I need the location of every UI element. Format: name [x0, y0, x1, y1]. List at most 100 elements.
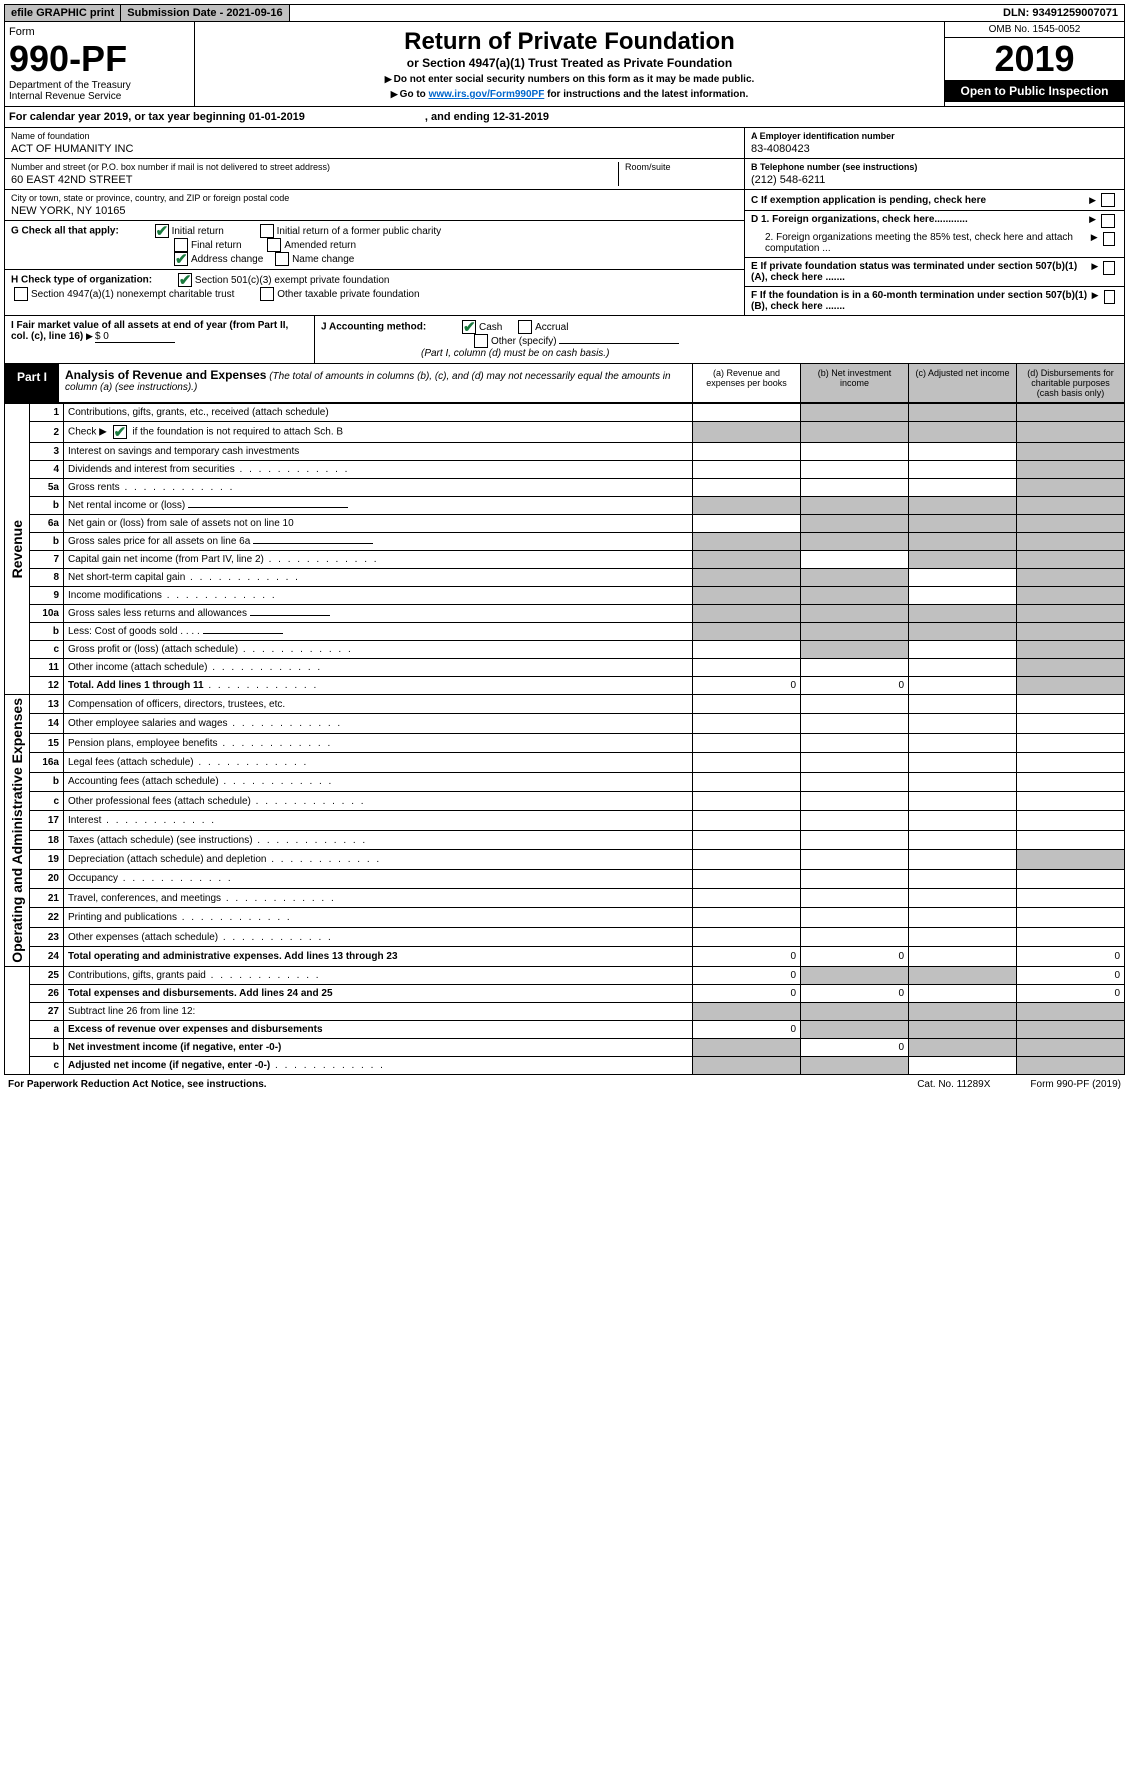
room-label: Room/suite: [625, 162, 738, 172]
col-b-header: (b) Net investment income: [800, 364, 908, 402]
phone-label: B Telephone number (see instructions): [751, 162, 917, 172]
cal-year-begin: For calendar year 2019, or tax year begi…: [9, 111, 305, 123]
initial-return-former-checkbox[interactable]: [260, 224, 274, 238]
row-6a: Net gain or (loss) from sale of assets n…: [64, 515, 693, 533]
row-2: Check ▶ if the foundation is not require…: [64, 422, 693, 443]
name-label: Name of foundation: [11, 131, 738, 141]
val-26a: 0: [693, 984, 801, 1002]
accrual-checkbox[interactable]: [518, 320, 532, 334]
initial-return-checkbox[interactable]: [155, 224, 169, 238]
row-18: Taxes (attach schedule) (see instruction…: [64, 830, 693, 849]
cash-checkbox[interactable]: [462, 320, 476, 334]
g-label: G Check all that apply:: [11, 226, 119, 237]
j-note: (Part I, column (d) must be on cash basi…: [421, 348, 609, 359]
501c3-checkbox[interactable]: [178, 273, 192, 287]
row-20: Occupancy: [64, 869, 693, 888]
calendar-year-row: For calendar year 2019, or tax year begi…: [4, 107, 1125, 128]
row-19: Depreciation (attach schedule) and deple…: [64, 850, 693, 869]
efile-print-button[interactable]: efile GRAPHIC print: [5, 5, 121, 21]
val-12a: 0: [693, 677, 801, 695]
e-label: E If private foundation status was termi…: [751, 261, 1077, 283]
row-10a: Gross sales less returns and allowances: [64, 605, 693, 623]
note-link: Go to www.irs.gov/Form990PF for instruct…: [201, 89, 938, 100]
row-27a: Excess of revenue over expenses and disb…: [64, 1020, 693, 1038]
row-17: Interest: [64, 811, 693, 830]
row-14: Other employee salaries and wages: [64, 714, 693, 733]
instructions-link[interactable]: www.irs.gov/Form990PF: [429, 89, 545, 100]
ein-value: 83-4080423: [751, 143, 1118, 155]
row-26: Total expenses and disbursements. Add li…: [64, 984, 693, 1002]
val-24b: 0: [801, 947, 909, 967]
row-23: Other expenses (attach schedule): [64, 927, 693, 946]
4947a1-checkbox[interactable]: [14, 287, 28, 301]
col-c-header: (c) Adjusted net income: [908, 364, 1016, 402]
public-inspection: Open to Public Inspection: [945, 80, 1124, 102]
d2-checkbox[interactable]: [1103, 232, 1115, 246]
f-checkbox[interactable]: [1104, 290, 1116, 304]
row-24: Total operating and administrative expen…: [64, 947, 693, 967]
row-16b: Accounting fees (attach schedule): [64, 772, 693, 791]
ein-label: A Employer identification number: [751, 131, 895, 141]
row-21: Travel, conferences, and meetings: [64, 889, 693, 908]
cat-no: Cat. No. 11289X: [917, 1079, 990, 1090]
d1-checkbox[interactable]: [1101, 214, 1115, 228]
form-title: Return of Private Foundation: [201, 28, 938, 56]
val-27b: 0: [801, 1038, 909, 1056]
foundation-name: ACT OF HUMANITY INC: [11, 143, 738, 155]
other-taxable-checkbox[interactable]: [260, 287, 274, 301]
address-change-checkbox[interactable]: [174, 252, 188, 266]
tax-year: 2019: [945, 38, 1124, 80]
amended-return-checkbox[interactable]: [267, 238, 281, 252]
e-checkbox[interactable]: [1103, 261, 1115, 275]
form-header: Form 990-PF Department of the Treasury I…: [4, 22, 1125, 107]
omb-number: OMB No. 1545-0052: [945, 22, 1124, 38]
row-22: Printing and publications: [64, 908, 693, 927]
form-subtitle: or Section 4947(a)(1) Trust Treated as P…: [201, 56, 938, 70]
row-6b: Gross sales price for all assets on line…: [64, 533, 693, 551]
val-12b: 0: [801, 677, 909, 695]
sch-b-checkbox[interactable]: [113, 425, 127, 439]
row-13: Compensation of officers, directors, tru…: [64, 695, 693, 714]
part1-tab: Part I: [5, 364, 59, 402]
city-label: City or town, state or province, country…: [11, 193, 738, 203]
paperwork-notice: For Paperwork Reduction Act Notice, see …: [8, 1079, 267, 1090]
form-number: 990-PF: [9, 38, 190, 80]
row-27c: Adjusted net income (if negative, enter …: [64, 1056, 693, 1074]
row-27b: Net investment income (if negative, ente…: [64, 1038, 693, 1056]
row-10b: Less: Cost of goods sold . . . .: [64, 623, 693, 641]
c-label: C If exemption application is pending, c…: [751, 195, 986, 206]
row-1: Contributions, gifts, grants, etc., rece…: [64, 404, 693, 422]
row-16c: Other professional fees (attach schedule…: [64, 792, 693, 811]
submission-date-button[interactable]: Submission Date - 2021-09-16: [121, 5, 289, 21]
row-9: Income modifications: [64, 587, 693, 605]
i-value: $ 0: [95, 331, 175, 343]
f-label: F If the foundation is in a 60-month ter…: [751, 290, 1087, 312]
row-16a: Legal fees (attach schedule): [64, 753, 693, 772]
val-26d: 0: [1017, 984, 1125, 1002]
j-label: J Accounting method:: [321, 322, 426, 333]
c-checkbox[interactable]: [1101, 193, 1115, 207]
section-ij: I Fair market value of all assets at end…: [4, 316, 1125, 364]
part1-table: Revenue 1Contributions, gifts, grants, e…: [4, 403, 1125, 1075]
section-g: G Check all that apply: Initial return I…: [5, 221, 744, 270]
note-ssn: Do not enter social security numbers on …: [201, 74, 938, 85]
row-12: Total. Add lines 1 through 11: [64, 677, 693, 695]
row-25: Contributions, gifts, grants paid: [64, 966, 693, 984]
row-15: Pension plans, employee benefits: [64, 733, 693, 752]
name-change-checkbox[interactable]: [275, 252, 289, 266]
d1-label: D 1. Foreign organizations, check here..…: [751, 214, 968, 225]
part1-header: Part I Analysis of Revenue and Expenses …: [4, 364, 1125, 403]
city-value: NEW YORK, NY 10165: [11, 205, 738, 217]
section-h: H Check type of organization: Section 50…: [5, 270, 744, 304]
other-method-checkbox[interactable]: [474, 334, 488, 348]
col-a-header: (a) Revenue and expenses per books: [692, 364, 800, 402]
address-label: Number and street (or P.O. box number if…: [11, 162, 618, 172]
val-25a: 0: [693, 966, 801, 984]
row-8: Net short-term capital gain: [64, 569, 693, 587]
revenue-side-label: Revenue: [9, 520, 25, 578]
dept-treasury: Department of the Treasury: [9, 80, 190, 91]
row-10c: Gross profit or (loss) (attach schedule): [64, 641, 693, 659]
footer: For Paperwork Reduction Act Notice, see …: [4, 1075, 1125, 1094]
col-d-header: (d) Disbursements for charitable purpose…: [1016, 364, 1124, 402]
val-25d: 0: [1017, 966, 1125, 984]
